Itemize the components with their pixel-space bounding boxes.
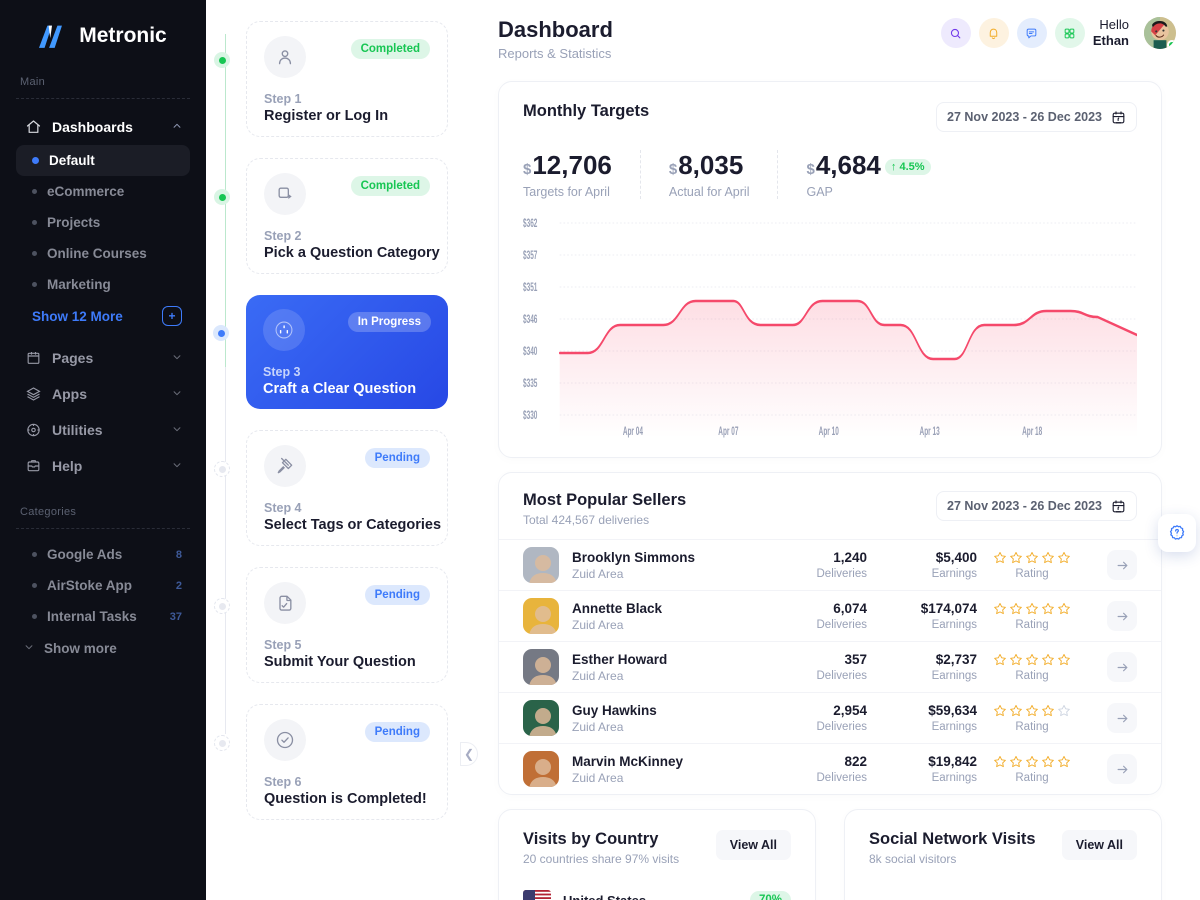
- svg-text:$340: $340: [523, 345, 537, 359]
- svg-text:$362: $362: [523, 217, 537, 231]
- svg-text:$335: $335: [523, 377, 538, 391]
- svg-text:$346: $346: [523, 313, 537, 327]
- svg-text:$330: $330: [523, 409, 537, 423]
- svg-text:$351: $351: [523, 281, 538, 295]
- svg-text:$357: $357: [523, 249, 537, 263]
